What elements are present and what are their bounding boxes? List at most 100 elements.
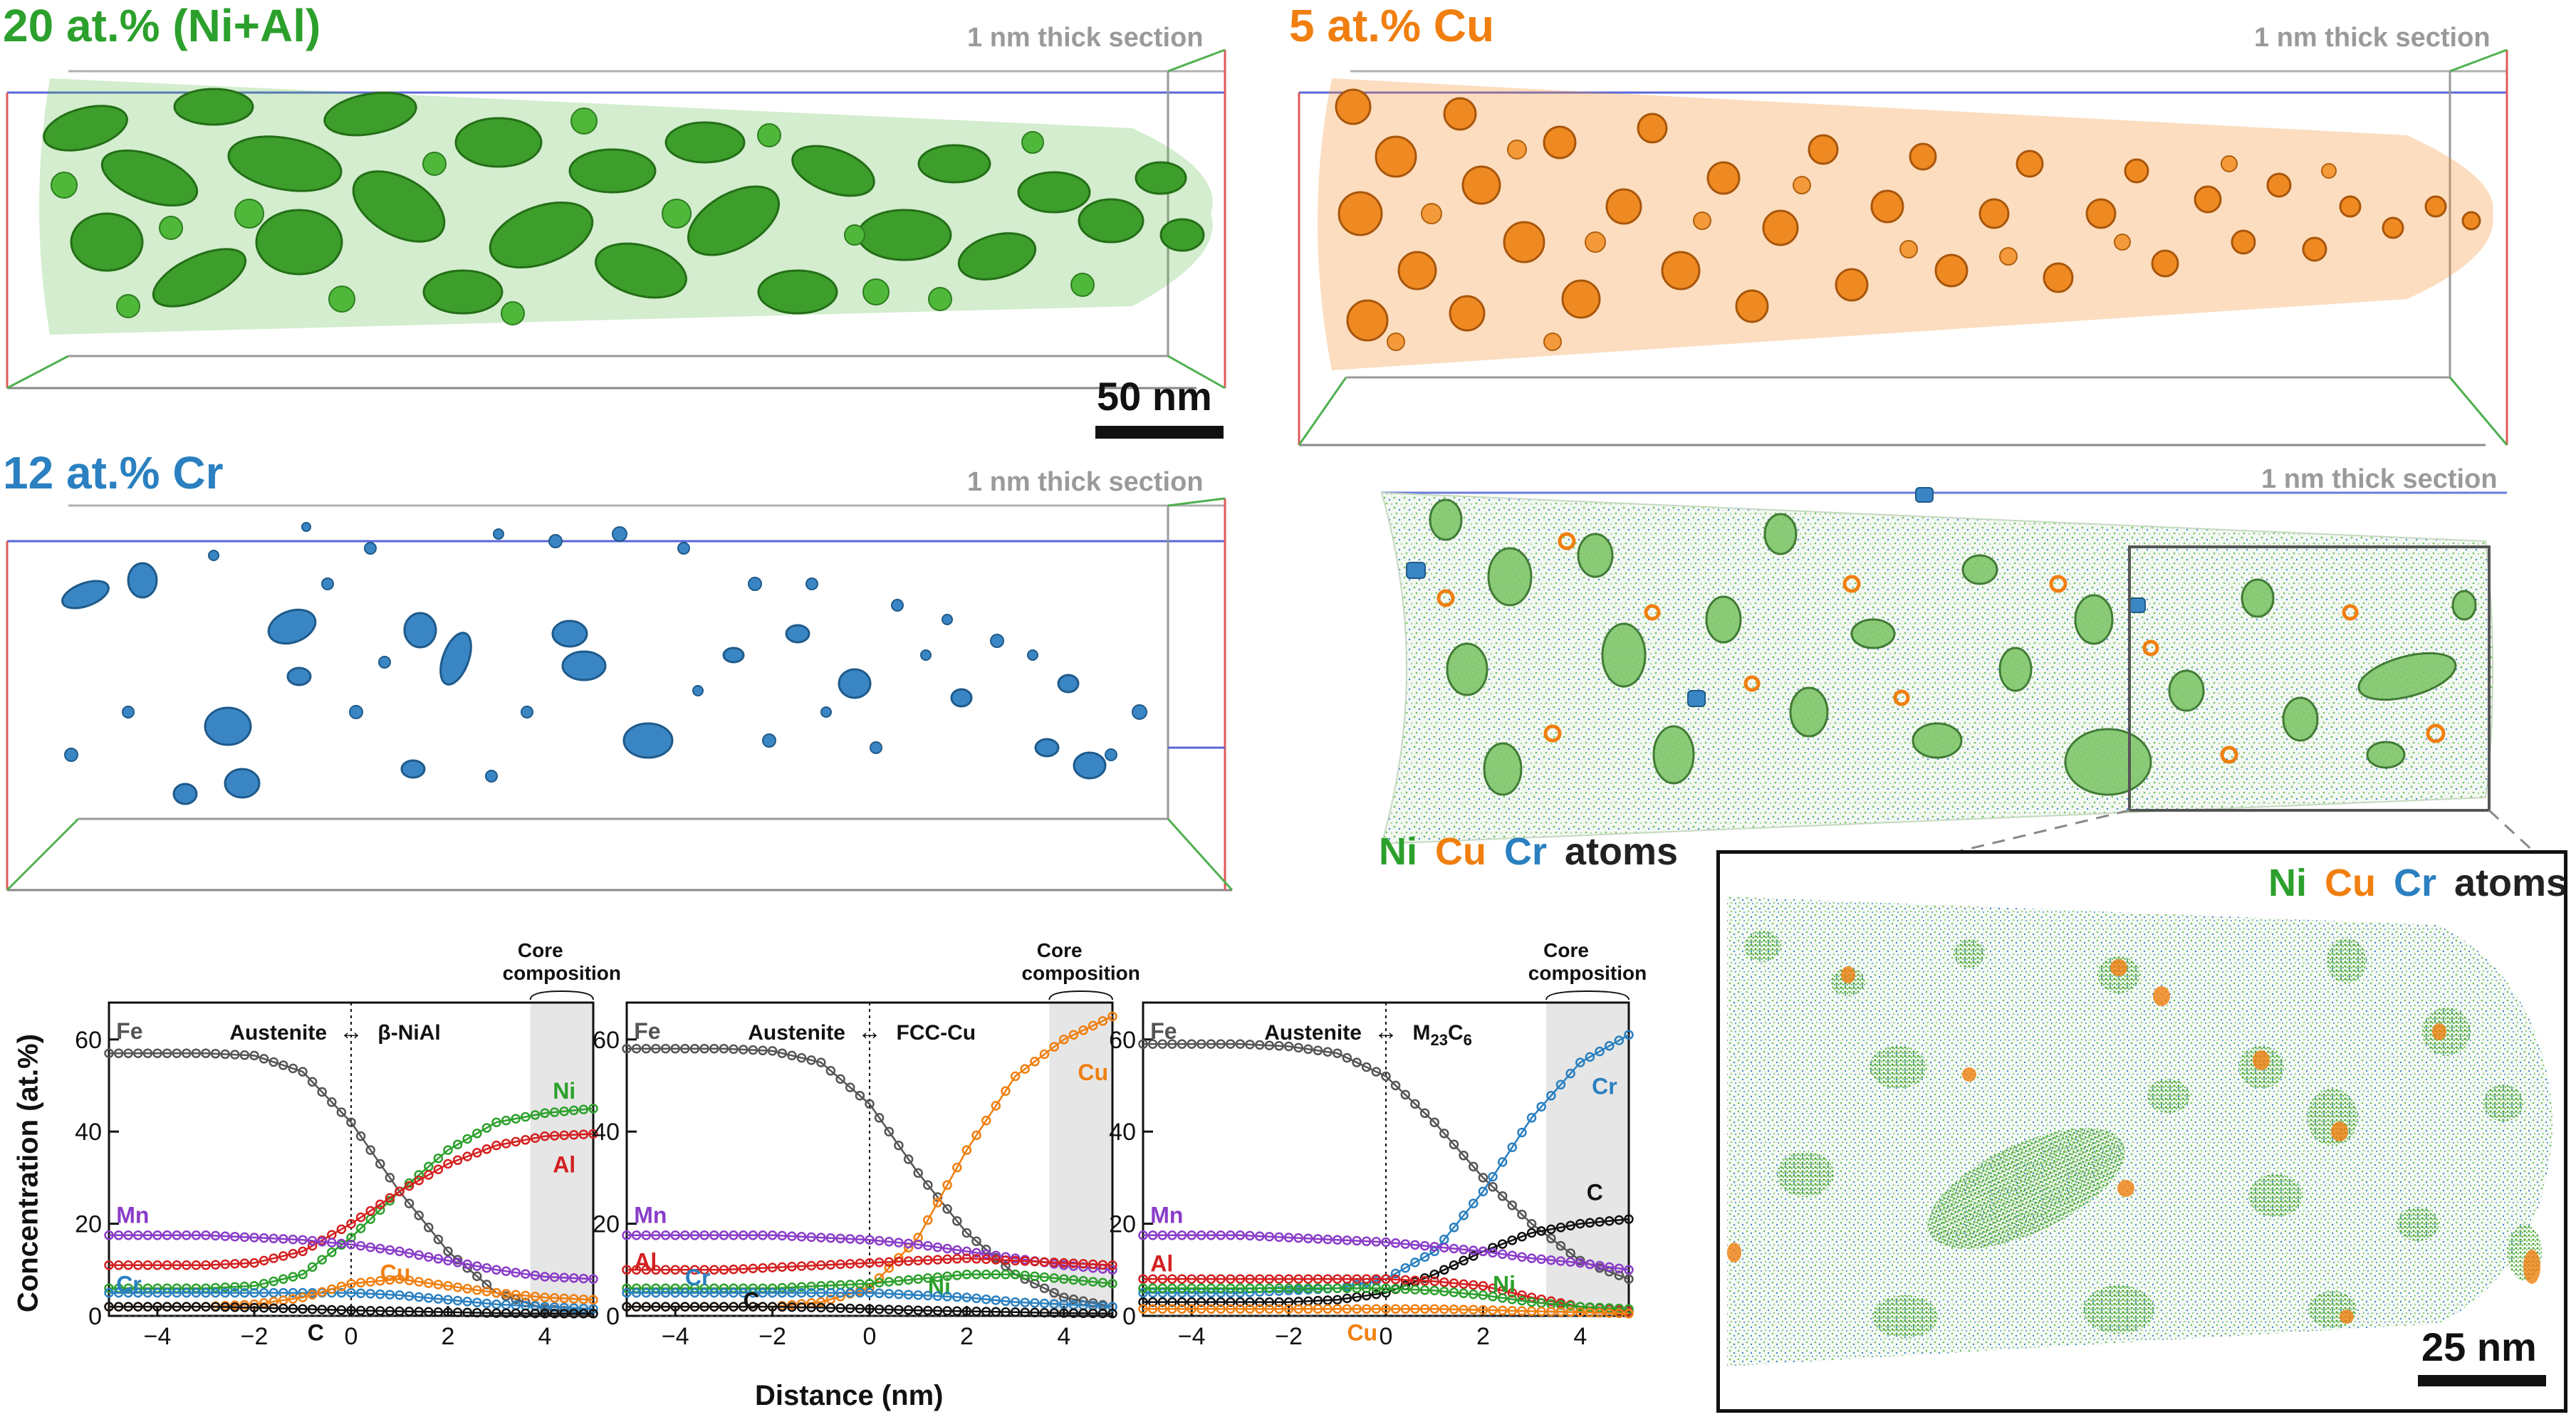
data-point bbox=[1107, 1302, 1117, 1312]
core-label: Core bbox=[518, 939, 563, 961]
data-point bbox=[816, 1302, 826, 1313]
data-point bbox=[1449, 1139, 1459, 1150]
data-point bbox=[1507, 1306, 1518, 1316]
data-point bbox=[549, 1309, 560, 1319]
data-point bbox=[680, 1043, 690, 1054]
data-point bbox=[462, 1151, 472, 1161]
data-point bbox=[1555, 1256, 1566, 1266]
data-point bbox=[104, 1260, 114, 1270]
data-point bbox=[191, 1302, 202, 1312]
series-al: Al bbox=[104, 1129, 598, 1270]
data-point bbox=[855, 1287, 865, 1298]
data-point bbox=[903, 1256, 914, 1266]
data-point bbox=[787, 1287, 797, 1298]
data-point bbox=[1390, 1284, 1401, 1294]
data-point bbox=[1020, 1270, 1030, 1280]
data-point bbox=[932, 1242, 943, 1253]
data-point bbox=[1078, 1259, 1088, 1269]
data-point bbox=[182, 1287, 192, 1298]
data-point bbox=[903, 1275, 914, 1285]
data-point bbox=[462, 1284, 472, 1294]
data-point bbox=[521, 1290, 531, 1301]
atom-legend: Ni Cu Cr atoms bbox=[1379, 830, 1685, 874]
data-point bbox=[1517, 1295, 1527, 1306]
data-point bbox=[1390, 1268, 1401, 1279]
data-point bbox=[884, 1126, 895, 1136]
scale-bar-label: 50 nm bbox=[1097, 374, 1212, 419]
data-point bbox=[1381, 1237, 1391, 1248]
data-point bbox=[816, 1233, 826, 1243]
data-point bbox=[1585, 1307, 1595, 1317]
data-point bbox=[375, 1276, 385, 1286]
data-point bbox=[709, 1302, 719, 1312]
data-point bbox=[942, 1204, 952, 1214]
data-point bbox=[365, 1306, 375, 1316]
data-point bbox=[1147, 1283, 1158, 1293]
data-point bbox=[104, 1302, 114, 1312]
data-point bbox=[355, 1212, 366, 1223]
data-point bbox=[1226, 1039, 1236, 1049]
core-label-2: composition bbox=[503, 962, 621, 984]
data-point bbox=[327, 1097, 337, 1107]
data-point bbox=[307, 1077, 318, 1087]
data-point bbox=[230, 1050, 240, 1060]
data-point bbox=[1206, 1274, 1216, 1284]
data-point bbox=[1526, 1297, 1537, 1307]
data-point bbox=[719, 1230, 729, 1240]
data-point bbox=[172, 1302, 182, 1312]
data-point bbox=[1001, 1086, 1011, 1096]
data-point bbox=[622, 1265, 632, 1275]
data-point bbox=[307, 1262, 318, 1272]
data-point bbox=[201, 1287, 211, 1298]
data-point bbox=[462, 1259, 472, 1270]
data-point bbox=[670, 1302, 680, 1312]
data-point bbox=[1400, 1304, 1411, 1314]
data-point bbox=[540, 1309, 550, 1319]
y-tick-label: 20 bbox=[1109, 1211, 1136, 1238]
data-point bbox=[1049, 1257, 1059, 1267]
data-point bbox=[758, 1302, 768, 1312]
data-point bbox=[511, 1267, 521, 1277]
data-point bbox=[123, 1287, 133, 1298]
data-point bbox=[1410, 1240, 1420, 1250]
data-point bbox=[385, 1275, 395, 1285]
panel-title: 12 at.% Cr bbox=[3, 447, 224, 498]
data-point bbox=[239, 1258, 250, 1268]
interface-arrow: ↔ bbox=[339, 1018, 363, 1045]
data-point bbox=[709, 1230, 719, 1240]
data-point bbox=[230, 1231, 240, 1242]
data-point bbox=[932, 1255, 943, 1265]
data-point bbox=[414, 1277, 424, 1287]
data-point bbox=[1226, 1274, 1236, 1284]
data-point bbox=[278, 1234, 288, 1244]
series-label: Al bbox=[1150, 1251, 1173, 1277]
data-point bbox=[1167, 1230, 1177, 1240]
data-point bbox=[327, 1284, 337, 1295]
data-point bbox=[1371, 1067, 1382, 1077]
data-point bbox=[1293, 1233, 1303, 1243]
data-point bbox=[816, 1057, 826, 1067]
data-point bbox=[787, 1302, 797, 1312]
x-tick-label: 2 bbox=[442, 1323, 455, 1350]
data-point bbox=[729, 1302, 739, 1312]
data-point bbox=[660, 1230, 671, 1240]
data-point bbox=[172, 1287, 182, 1298]
data-point bbox=[748, 1263, 758, 1274]
data-point bbox=[1167, 1304, 1177, 1314]
data-point bbox=[787, 1231, 797, 1241]
data-point bbox=[1381, 1071, 1391, 1082]
data-point bbox=[1274, 1304, 1284, 1314]
data-point bbox=[961, 1306, 972, 1317]
data-point bbox=[631, 1287, 642, 1298]
data-point bbox=[1177, 1039, 1187, 1049]
phase-label-left: Austenite bbox=[1264, 1021, 1362, 1045]
data-point bbox=[1517, 1290, 1527, 1300]
data-point bbox=[201, 1260, 211, 1270]
data-point bbox=[1419, 1276, 1430, 1286]
data-point bbox=[719, 1043, 729, 1054]
data-point bbox=[162, 1048, 172, 1058]
data-point bbox=[142, 1302, 153, 1312]
data-point bbox=[588, 1274, 598, 1284]
cu-3d-box bbox=[1298, 48, 2508, 446]
